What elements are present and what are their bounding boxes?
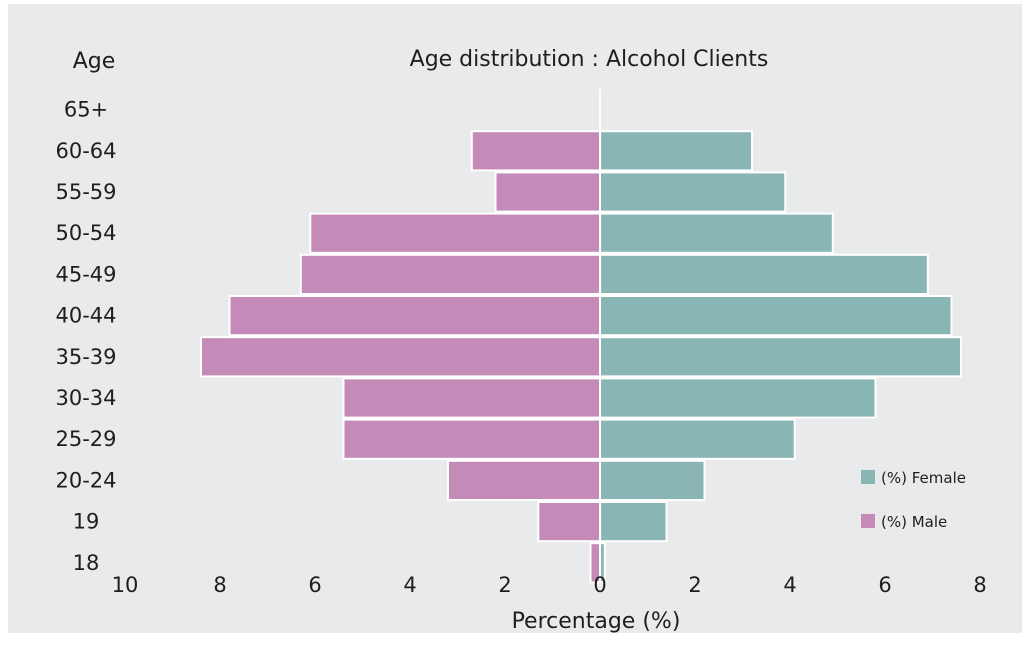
x-tick-8: 8 bbox=[973, 573, 986, 597]
male-bar-60-64 bbox=[470, 130, 602, 172]
male-bar-19 bbox=[537, 501, 602, 543]
legend-swatch-male bbox=[861, 514, 875, 528]
x-tick-neg2: 2 bbox=[498, 573, 511, 597]
category-label-20-24: 20-24 bbox=[55, 468, 116, 492]
female-bar-45-49 bbox=[599, 253, 929, 296]
male-bar-45-49 bbox=[299, 253, 602, 296]
x-tick-2: 2 bbox=[688, 573, 701, 597]
male-bar-35-39 bbox=[200, 336, 601, 378]
x-tick-4: 4 bbox=[783, 573, 796, 597]
female-bar-19 bbox=[599, 501, 668, 543]
category-label-25-29: 25-29 bbox=[55, 427, 116, 451]
female-bar-25-29 bbox=[599, 418, 796, 460]
female-bar-60-64 bbox=[599, 130, 753, 172]
y-axis-title: Age bbox=[73, 49, 116, 74]
male-bar-40-44 bbox=[228, 295, 601, 337]
legend-label-male: (%) Male bbox=[881, 513, 947, 531]
male-bar-50-54 bbox=[309, 212, 602, 254]
category-label-55-59: 55-59 bbox=[55, 180, 116, 204]
x-tick-neg6: 6 bbox=[308, 573, 321, 597]
female-bar-50-54 bbox=[599, 212, 834, 254]
x-tick-6: 6 bbox=[878, 573, 891, 597]
bars-layer bbox=[200, 89, 962, 584]
male-bar-20-24 bbox=[447, 459, 601, 501]
category-label-18: 18 bbox=[73, 551, 100, 575]
x-tick-0: 0 bbox=[593, 573, 606, 597]
chart-panel: Age distribution : Alcohol Clients Age P… bbox=[8, 4, 1022, 633]
chart-title: Age distribution : Alcohol Clients bbox=[410, 47, 769, 72]
category-label-40-44: 40-44 bbox=[55, 304, 116, 328]
category-label-60-64: 60-64 bbox=[55, 139, 116, 163]
female-bar-30-34 bbox=[599, 377, 877, 419]
age-pyramid-chart: Age distribution : Alcohol Clients Age P… bbox=[55, 47, 987, 633]
male-bar-30-34 bbox=[342, 377, 601, 419]
male-bar-25-29 bbox=[342, 418, 601, 460]
category-label-30-34: 30-34 bbox=[55, 386, 116, 410]
female-bar-40-44 bbox=[599, 295, 953, 337]
female-bar-55-59 bbox=[599, 171, 787, 213]
legend: (%) Female (%) Male bbox=[861, 469, 966, 531]
category-labels: 18 19 20-24 25-29 30-34 35-39 40-44 45-49 50-54 5… bbox=[55, 98, 116, 575]
category-label-45-49: 45-49 bbox=[55, 262, 116, 286]
category-label-35-39: 35-39 bbox=[55, 345, 116, 369]
category-label-50-54: 50-54 bbox=[55, 221, 116, 245]
legend-swatch-female bbox=[861, 470, 875, 484]
category-label-19: 19 bbox=[73, 510, 100, 534]
female-bar-20-24 bbox=[599, 459, 706, 501]
category-label-65+: 65+ bbox=[64, 98, 108, 122]
legend-label-female: (%) Female bbox=[881, 469, 966, 487]
male-bar-55-59 bbox=[494, 171, 601, 213]
x-axis-title: Percentage (%) bbox=[512, 609, 681, 633]
x-tick-neg4: 4 bbox=[403, 573, 416, 597]
female-bar-35-39 bbox=[599, 336, 962, 378]
x-tick-labels: 10 8 6 4 2 0 2 4 6 8 bbox=[112, 573, 987, 597]
x-tick-neg10: 10 bbox=[112, 573, 139, 597]
x-tick-neg8: 8 bbox=[213, 573, 226, 597]
